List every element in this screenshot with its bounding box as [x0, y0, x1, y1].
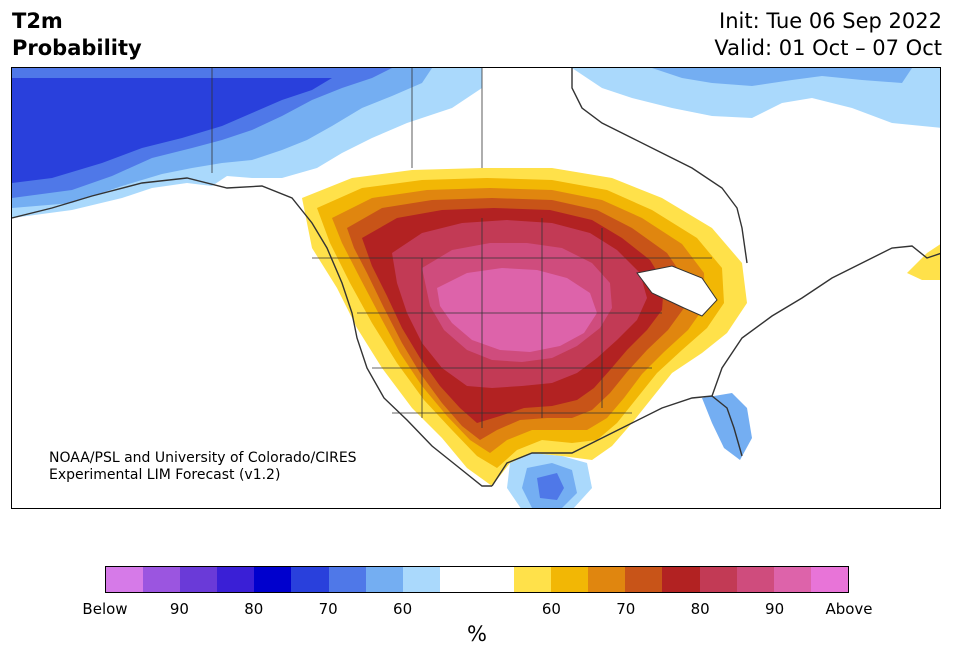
credit-line-2: Experimental LIM Forecast (v1.2) [49, 467, 281, 483]
colorbar-label: 60 [393, 600, 413, 618]
colorbar-segment-6 [328, 567, 366, 592]
warm-anomaly-90 [437, 268, 597, 352]
colorbar-segment-0 [106, 567, 144, 592]
colorbar-label: 70 [318, 600, 338, 618]
map-canvas [12, 68, 940, 508]
colorbar-segment-12 [551, 567, 589, 592]
colorbar-segment-5 [291, 567, 329, 592]
credit-text: NOAA/PSL and University of Colorado/CIRE… [49, 450, 357, 484]
cold-anomaly-northeast-light [652, 68, 912, 86]
warm-anomaly-northeast [907, 244, 940, 280]
colorbar-segment-8 [402, 567, 440, 592]
state-borders [211, 68, 712, 428]
colorbar-segment-14 [625, 567, 663, 592]
cold-anomaly-northeast [572, 68, 940, 128]
colorbar-label: 60 [541, 600, 561, 618]
great-lakes [636, 265, 718, 317]
colorbar-label: Below [82, 600, 128, 618]
title-variable: T2m [12, 9, 63, 33]
forecast-map [11, 67, 941, 509]
colorbar-segment-11 [514, 567, 552, 592]
colorbar-segment-17 [736, 567, 774, 592]
colorbar-label: 90 [169, 600, 189, 618]
colorbar-segment-2 [180, 567, 218, 592]
coastlines [12, 68, 940, 487]
colorbar-segment-4 [254, 567, 292, 592]
forecast-dates: Init: Tue 06 Sep 2022 Valid: 01 Oct – 07… [714, 8, 942, 62]
cold-anomaly-gulf-mid [537, 473, 564, 500]
colorbar-segment-13 [588, 567, 626, 592]
colorbar-units: % [467, 622, 487, 646]
colorbar-label: 70 [616, 600, 636, 618]
cold-anomaly-florida [702, 393, 752, 460]
probability-colorbar [105, 566, 849, 593]
colorbar-label: Above [825, 600, 873, 618]
colorbar-segment-3 [217, 567, 255, 592]
colorbar-label: 90 [765, 600, 785, 618]
cold-anomaly-strong [12, 78, 332, 183]
valid-date: Valid: 01 Oct – 07 Oct [714, 36, 942, 60]
colorbar-segment-7 [365, 567, 403, 592]
colorbar-segment-1 [143, 567, 181, 592]
colorbar-segment-19 [810, 567, 848, 592]
colorbar-segment-10 [476, 567, 515, 592]
colorbar-label: 80 [690, 600, 710, 618]
init-date: Init: Tue 06 Sep 2022 [719, 9, 942, 33]
map-title: T2m Probability [12, 8, 142, 62]
colorbar-segment-15 [662, 567, 700, 592]
colorbar-label: 80 [244, 600, 264, 618]
colorbar-segment-18 [773, 567, 811, 592]
title-probability: Probability [12, 36, 142, 60]
credit-line-1: NOAA/PSL and University of Colorado/CIRE… [49, 450, 357, 466]
colorbar-segment-16 [699, 567, 737, 592]
colorbar-segment-9 [439, 567, 477, 592]
